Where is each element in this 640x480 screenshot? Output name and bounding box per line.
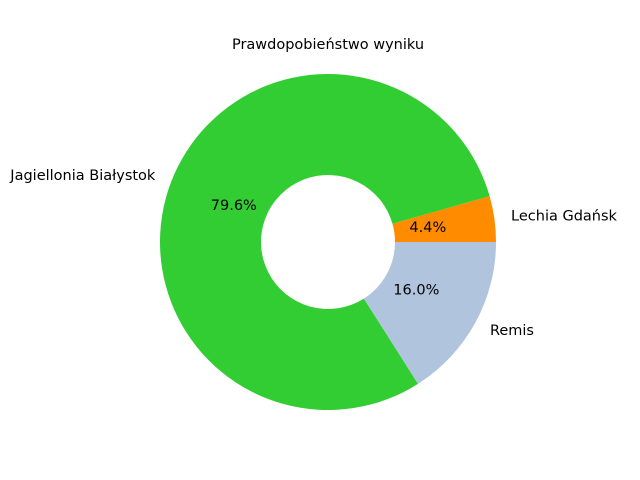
slice-label-2: Remis (490, 323, 534, 339)
labels-layer: Lechia Gdańsk 4.4% Jagiellonia Białystok 79… (9, 168, 617, 339)
pct-label-1: 79.6% (211, 198, 257, 214)
slice-2 (363, 242, 496, 384)
pct-label-0: 4.4% (409, 220, 446, 236)
slice-label-0: Lechia Gdańsk (511, 209, 617, 225)
slice-0 (392, 196, 496, 242)
slice-label-1: Jagiellonia Białystok (9, 168, 156, 184)
pct-label-2: 16.0% (393, 283, 439, 299)
slice-1 (160, 73, 490, 410)
slices-layer (160, 73, 496, 410)
chart-title: Prawdopobieństwo wyniku (232, 37, 424, 53)
